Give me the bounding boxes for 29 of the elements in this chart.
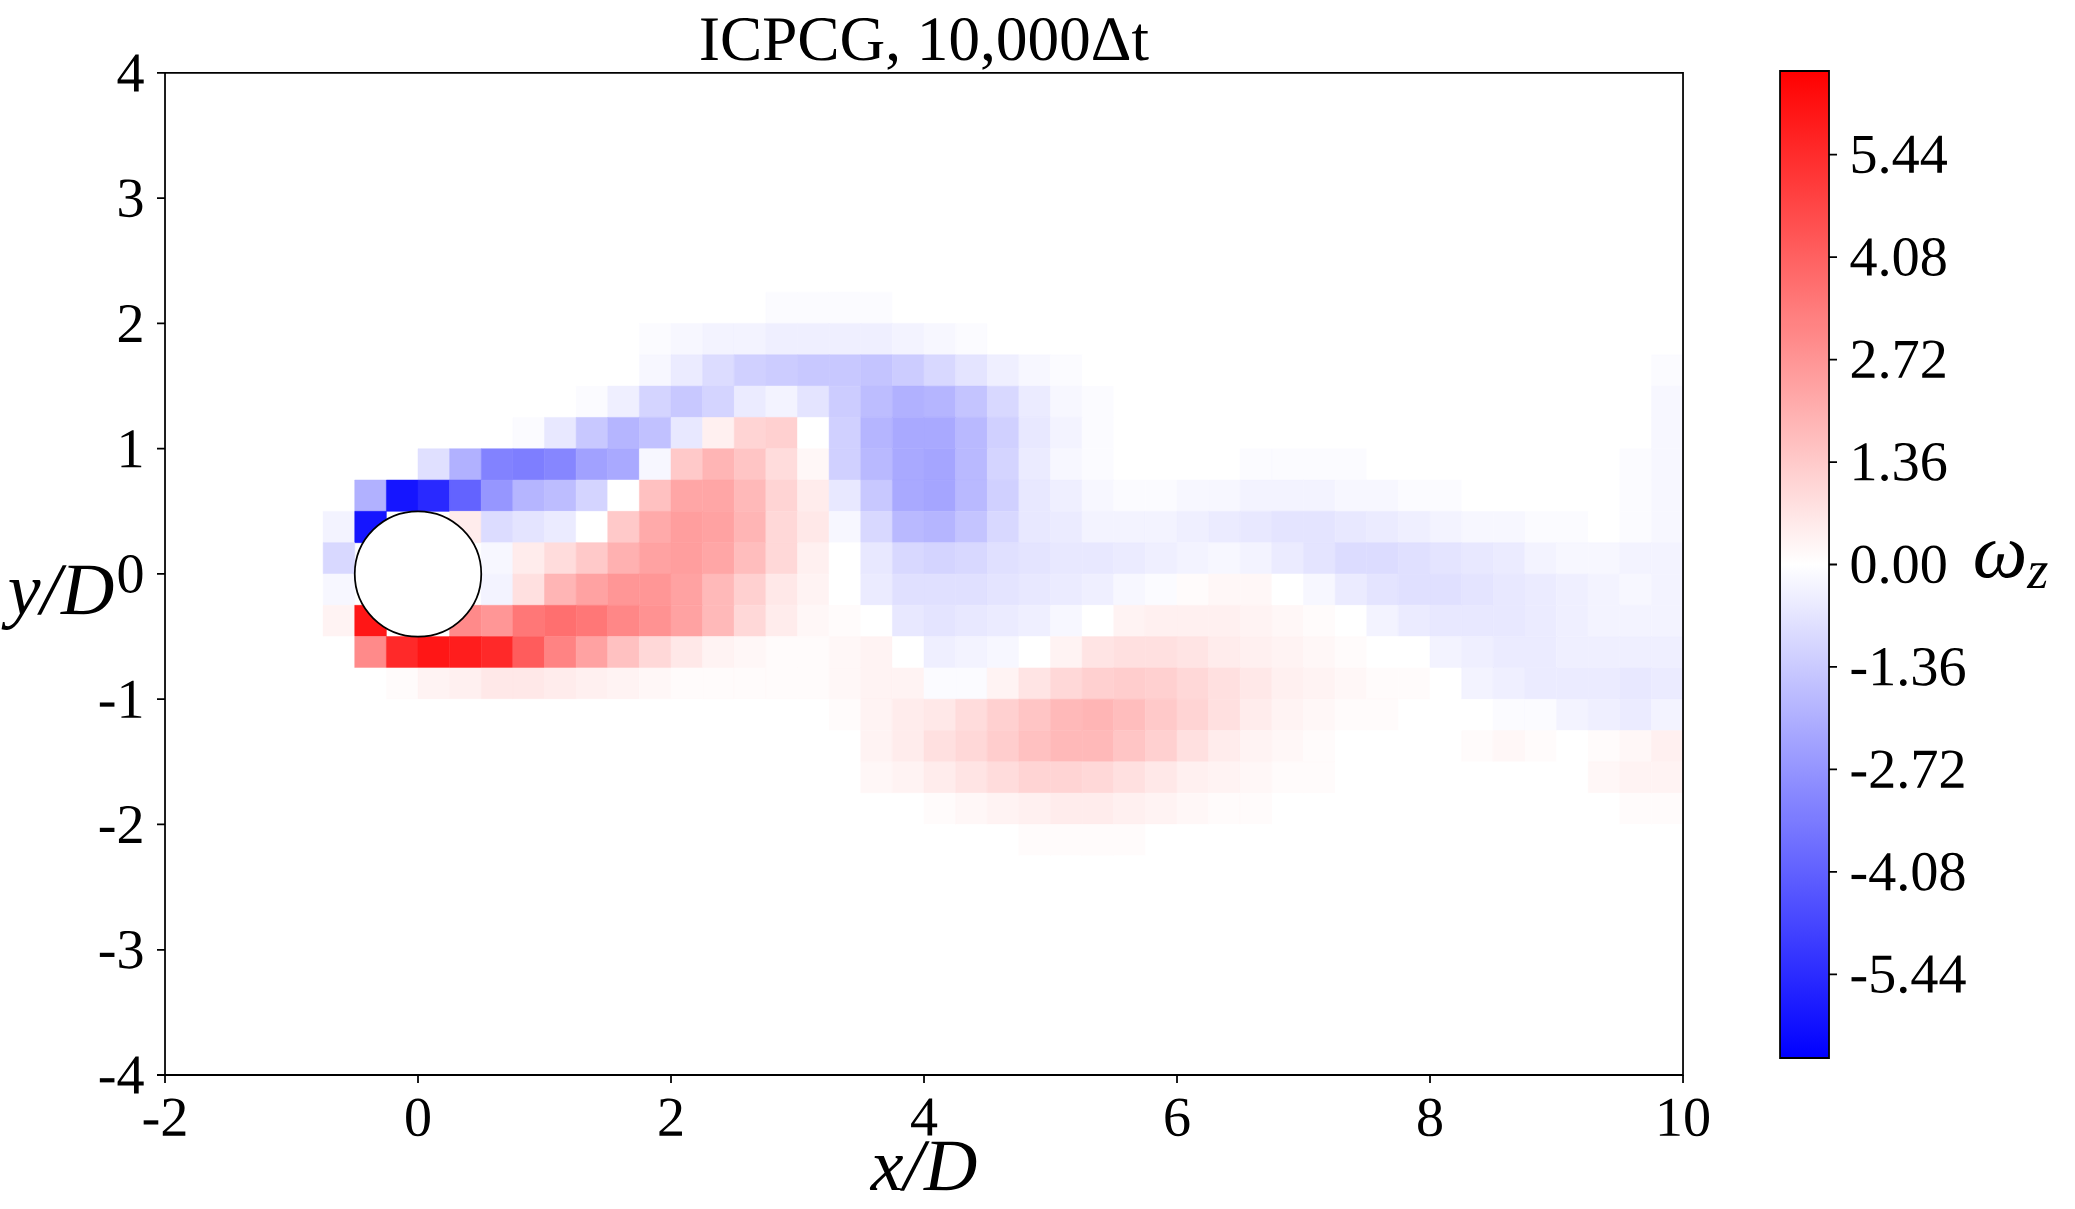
color-bar-label: 2.72: [1851, 340, 1945, 379]
color-bar-label: -1.36: [1851, 647, 1965, 686]
y-tick-label: 0: [118, 555, 143, 593]
y-tick-label: 1: [121, 430, 142, 468]
color-bar-label: 5.44: [1852, 135, 1947, 174]
color-bar-label: -5.44: [1851, 955, 1966, 994]
color-bar-label: 1.36: [1854, 443, 1947, 482]
chart-title: ICPCG, 10,000Δt: [701, 17, 1149, 70]
color-bar-label: -4.08: [1851, 852, 1965, 891]
y-tick-label: -4: [99, 1056, 144, 1094]
x-tick-label: 8: [1418, 1098, 1442, 1137]
y-tick-label: -2: [99, 805, 142, 844]
x-axis-title: x/D: [869, 1141, 977, 1191]
y-tick-label: -1: [99, 680, 142, 718]
color-bar-label: -2.72: [1851, 750, 1964, 789]
color-bar-title: ω$_{z}$: [1975, 540, 2048, 589]
x-tick-label: 0: [406, 1098, 430, 1137]
x-tick-label: 4: [911, 1098, 938, 1136]
y-tick-label: -3: [99, 930, 143, 969]
y-tick-label: 3: [119, 179, 143, 218]
x-tick-label: 10: [1659, 1098, 1709, 1137]
x-tick-label: -2: [143, 1098, 186, 1136]
color-bar-label: 4.08: [1850, 238, 1946, 277]
y-tick-label: 2: [118, 304, 142, 343]
y-tick-label: 4: [117, 54, 144, 92]
y-axis-title: y/D: [1, 565, 114, 630]
color-bar-label: 0.00: [1851, 545, 1946, 584]
x-tick-label: 6: [1165, 1098, 1190, 1137]
x-tick-label: 2: [659, 1098, 682, 1136]
